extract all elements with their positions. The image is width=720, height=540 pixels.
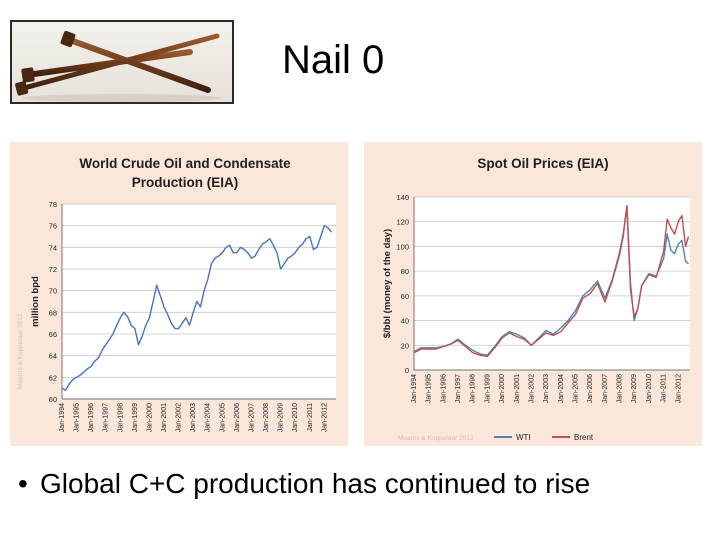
chart-title-line: World Crude Oil and Condensate (79, 156, 291, 171)
legend-label: WTI (516, 433, 531, 442)
brent-series-line (413, 205, 690, 358)
y-tick-label: 66 (49, 330, 57, 339)
price-chart-panel: Spot Oil Prices (EIA) 0 20 40 60 80 100 120 140 J… (364, 142, 702, 446)
rusty-nails-photo (10, 20, 234, 104)
x-tick-label: Jan-2006 (234, 403, 241, 432)
x-tick-label: Jan-2012 (675, 374, 682, 403)
x-tick-label: Jan-2002 (528, 374, 535, 403)
watermark-text: Mearns & Koppelaar 2012 (398, 435, 474, 442)
bullet-icon: • (18, 468, 28, 499)
y-tick-label: 62 (49, 373, 57, 382)
y-tick-label: 64 (49, 352, 57, 361)
x-tick-label: Jan-2005 (219, 403, 226, 432)
x-tick-label: Jan-2012 (321, 403, 328, 432)
plot-area (62, 204, 336, 399)
chart-title-line: Production (EIA) (132, 175, 239, 190)
x-tick-label: Jan-1998 (117, 403, 124, 432)
nails-icon (15, 30, 222, 102)
x-tick-label: Jan-2001 (161, 403, 168, 432)
x-tick-label: Jan-2010 (646, 374, 653, 403)
y-tick-label: 120 (396, 218, 409, 227)
x-tick-label: Jan-2011 (661, 374, 668, 403)
plot-area (414, 197, 690, 370)
y-tick-label: 74 (49, 243, 57, 252)
x-tick-label: Jan-2008 (263, 403, 270, 432)
x-tick-label: Jan-1994 (59, 403, 66, 432)
x-tick-label: Jan-1999 (484, 374, 491, 403)
x-tick-label: Jan-1997 (103, 403, 110, 432)
production-chart-panel: World Crude Oil and Condensate Production… (10, 142, 348, 446)
x-tick-label: Jan-1998 (470, 374, 477, 403)
x-tick-label: Jan-2009 (278, 403, 285, 432)
bullet-text: Global C+C production has continued to r… (40, 468, 591, 499)
slide-title: Nail 0 (282, 38, 385, 82)
y-tick-label: 80 (401, 267, 409, 276)
y-tick-label: 60 (49, 395, 57, 404)
y-tick-label: 78 (49, 200, 57, 209)
x-tick-label: Jan-1994 (411, 374, 418, 403)
x-tick-label: Jan-2007 (602, 374, 609, 403)
x-tick-label: Jan-1995 (74, 403, 81, 432)
y-tick-label: 100 (396, 242, 409, 251)
legend-label: Brent (574, 433, 594, 442)
y-tick-label: 140 (396, 193, 409, 202)
y-tick-label: 0 (405, 366, 409, 375)
x-tick-label: Jan-2002 (176, 403, 183, 432)
bullet-point: • Global C+C production has continued to … (18, 467, 590, 501)
x-tick-label: Jan-2001 (514, 374, 521, 403)
y-tick-label: 70 (49, 287, 57, 296)
price-chart: Spot Oil Prices (EIA) 0 20 40 60 80 100 120 140 J… (382, 156, 690, 442)
x-tick-label: Jan-2003 (543, 374, 550, 403)
production-chart: World Crude Oil and Condensate Production… (17, 156, 336, 432)
y-tick-label: 72 (49, 265, 57, 274)
wti-series-line (413, 205, 689, 356)
y-tick-label: 60 (401, 292, 409, 301)
y-tick-label: 76 (49, 222, 57, 231)
watermark-text: Mearns & Koppelaar 2012 (17, 313, 24, 389)
production-series-line (61, 224, 333, 392)
x-tick-label: Jan-1996 (440, 374, 447, 403)
x-tick-label: Jan-2004 (205, 403, 212, 432)
x-tick-label: Jan-2005 (572, 374, 579, 403)
x-tick-label: Jan-1996 (88, 403, 95, 432)
x-tick-label: Jan-1995 (426, 374, 433, 403)
x-tick-label: Jan-2000 (146, 403, 153, 432)
x-tick-label: Jan-2009 (631, 374, 638, 403)
x-tick-label: Jan-2004 (558, 374, 565, 403)
x-tick-label: Jan-2000 (499, 374, 506, 403)
x-tick-label: Jan-2006 (587, 374, 594, 403)
x-tick-label: Jan-1997 (455, 374, 462, 403)
y-tick-label: 40 (401, 317, 409, 326)
y-axis-label: $/bbl (money of the day) (382, 229, 393, 338)
y-tick-label: 68 (49, 308, 57, 317)
x-tick-label: Jan-2010 (292, 403, 299, 432)
y-tick-label: 20 (401, 341, 409, 350)
y-axis-label: million bpd (30, 276, 41, 327)
chart-title-line: Spot Oil Prices (EIA) (477, 156, 608, 171)
x-tick-label: Jan-2003 (190, 403, 197, 432)
x-tick-label: Jan-1999 (132, 403, 139, 432)
x-tick-label: Jan-2008 (617, 374, 624, 403)
x-tick-label: Jan-2007 (248, 403, 255, 432)
x-tick-label: Jan-2011 (307, 403, 314, 432)
